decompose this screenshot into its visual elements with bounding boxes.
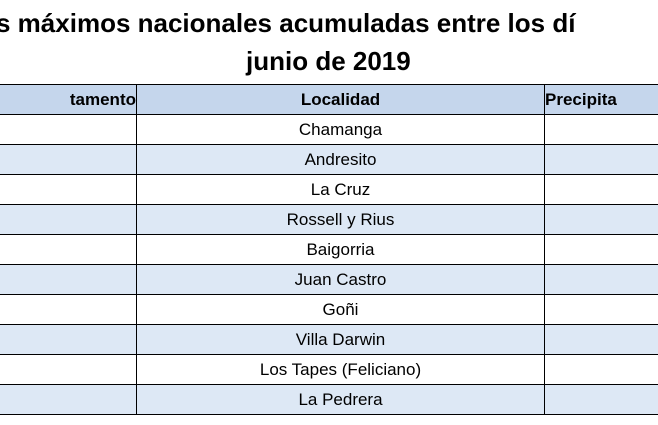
header-precipitacion: Precipita xyxy=(544,84,658,115)
precipitacion-cell xyxy=(544,204,658,235)
table-row: Chamanga xyxy=(0,114,658,145)
departamento-cell xyxy=(0,324,137,355)
precipitation-table: tamento Localidad Precipita Chamanga And… xyxy=(0,84,658,415)
table-title-line-1: s máximos nacionales acumuladas entre lo… xyxy=(0,8,576,38)
table-row: La Pedrera xyxy=(0,384,658,415)
table-title-line-2: junio de 2019 xyxy=(246,46,411,76)
precipitacion-cell xyxy=(544,384,658,415)
precipitacion-cell xyxy=(544,174,658,205)
precipitacion-cell xyxy=(544,144,658,175)
localidad-cell: Juan Castro xyxy=(136,264,545,295)
localidad-cell: Chamanga xyxy=(136,114,545,145)
precipitacion-cell xyxy=(544,354,658,385)
header-localidad: Localidad xyxy=(136,84,545,115)
departamento-cell xyxy=(0,234,137,265)
localidad-cell: La Cruz xyxy=(136,174,545,205)
precipitacion-cell xyxy=(544,294,658,325)
departamento-cell xyxy=(0,264,137,295)
table-row: Juan Castro xyxy=(0,264,658,295)
table-row: Goñi xyxy=(0,294,658,325)
table-row: Los Tapes (Feliciano) xyxy=(0,354,658,385)
table-header-row: tamento Localidad Precipita xyxy=(0,84,658,115)
departamento-cell xyxy=(0,174,137,205)
localidad-cell: Baigorria xyxy=(136,234,545,265)
departamento-cell xyxy=(0,204,137,235)
precipitacion-cell xyxy=(544,234,658,265)
table-row: La Cruz xyxy=(0,174,658,205)
table-row: Andresito xyxy=(0,144,658,175)
precipitacion-cell xyxy=(544,114,658,145)
table-row: Rossell y Rius xyxy=(0,204,658,235)
localidad-cell: Andresito xyxy=(136,144,545,175)
table-row: Villa Darwin xyxy=(0,324,658,355)
localidad-cell: Villa Darwin xyxy=(136,324,545,355)
localidad-cell: La Pedrera xyxy=(136,384,545,415)
localidad-cell: Rossell y Rius xyxy=(136,204,545,235)
localidad-cell: Los Tapes (Feliciano) xyxy=(136,354,545,385)
header-departamento: tamento xyxy=(0,84,137,115)
departamento-cell xyxy=(0,144,137,175)
departamento-cell xyxy=(0,354,137,385)
localidad-cell: Goñi xyxy=(136,294,545,325)
departamento-cell xyxy=(0,384,137,415)
departamento-cell xyxy=(0,114,137,145)
departamento-cell xyxy=(0,294,137,325)
table-row: Baigorria xyxy=(0,234,658,265)
precipitacion-cell xyxy=(544,324,658,355)
precipitacion-cell xyxy=(544,264,658,295)
